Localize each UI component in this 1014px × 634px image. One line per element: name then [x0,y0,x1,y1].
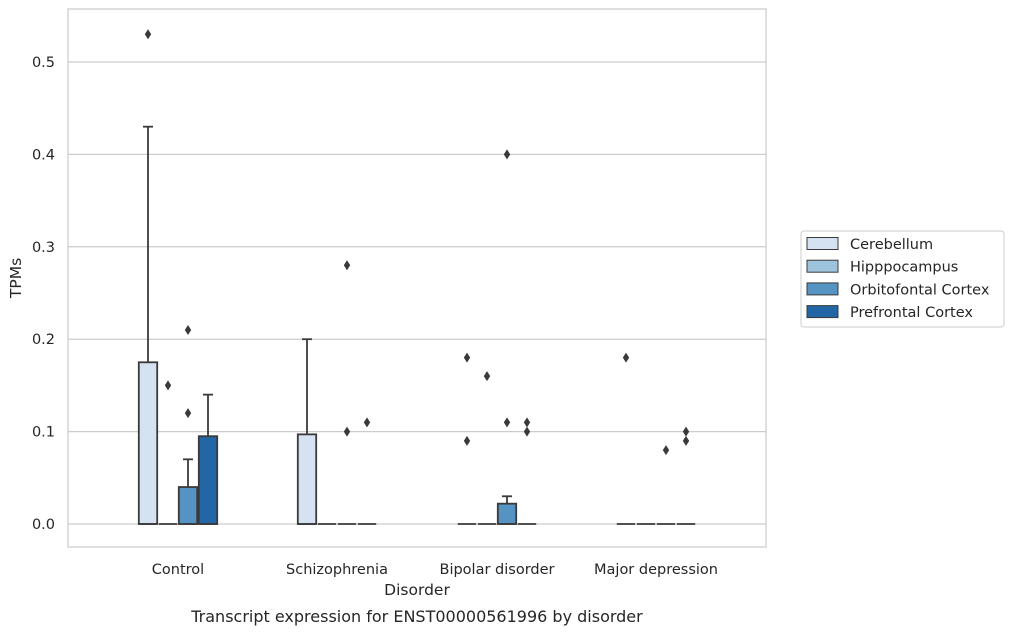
outlier-point [483,371,491,382]
box-orbitofontal-cortex [337,260,357,525]
outlier-point [343,426,351,437]
x-tick-label: Control [152,562,204,578]
box-body [137,361,159,525]
box-body [496,502,518,525]
box-cerebellum [457,352,477,525]
y-tick-label: 0.0 [32,517,55,533]
box-cerebellum [616,352,636,525]
outlier-point [662,445,670,456]
outlier-point [144,29,152,40]
outlier-point [523,426,531,437]
outlier-point [184,324,192,335]
y-tick-label: 0.5 [32,55,55,71]
legend: Cerebellum Hipppocampus Orbitofontal Corte… [800,230,1005,328]
box-prefrontal-cortex [197,393,219,525]
legend-swatch [806,259,839,273]
box-orbitofontal-cortex [177,324,199,525]
outlier-point [523,417,531,428]
legend-swatch [806,237,839,250]
x-tick-label: Major depression [594,562,718,578]
box-body [197,435,219,525]
outlier-point [682,426,690,437]
plot-background [68,9,766,547]
box-prefrontal-cortex [676,426,696,525]
legend-frame [800,230,1005,328]
outlier-point [463,435,471,446]
outlier-point [503,417,511,428]
outlier-point [363,417,371,428]
y-tick-label: 0.2 [32,332,55,348]
box-groups [137,29,696,525]
outlier-point [164,380,172,391]
plot-frame [67,8,767,548]
box-hipppocampus [477,371,497,525]
y-tick-label: 0.1 [32,425,55,441]
outlier-point [343,260,351,271]
box-prefrontal-cortex [357,417,377,525]
x-tick-label: Bipolar disorder [440,562,555,578]
outlier-point [503,149,511,160]
y-tick-label: 0.4 [32,147,55,163]
outlier-point [682,435,690,446]
chart-caption: Transcript expression for ENST0000056199… [190,607,643,626]
outlier-point [184,408,192,419]
y-tick-labels: 0.0 0.1 0.2 0.3 0.4 0.5 [32,55,55,533]
box-body [177,486,199,525]
box-orbitofontal-cortex [656,445,676,525]
box-cerebellum [296,338,318,525]
y-axis-label: TPMs [7,258,25,299]
box-hipppocampus [158,380,178,525]
box-orbitofontal-cortex [496,149,518,525]
box-prefrontal-cortex [517,417,537,525]
legend-label: Orbitofontal Cortex [850,282,990,298]
outlier-point [463,352,471,363]
legend-swatch [806,282,839,296]
x-tick-labels: Control Schizophrenia Bipolar disorder Majo… [152,562,718,578]
x-tick-label: Schizophrenia [286,562,388,578]
y-tick-label: 0.3 [32,240,55,256]
legend-label: Hipppocampus [850,260,958,276]
outlier-point [622,352,630,363]
box-body [296,433,318,525]
legend-label: Cerebellum [850,237,933,253]
x-axis-label: Disorder [384,581,450,599]
box-cerebellum [137,29,159,525]
legend-label: Prefrontal Cortex [850,305,973,321]
legend-swatch [806,305,839,319]
